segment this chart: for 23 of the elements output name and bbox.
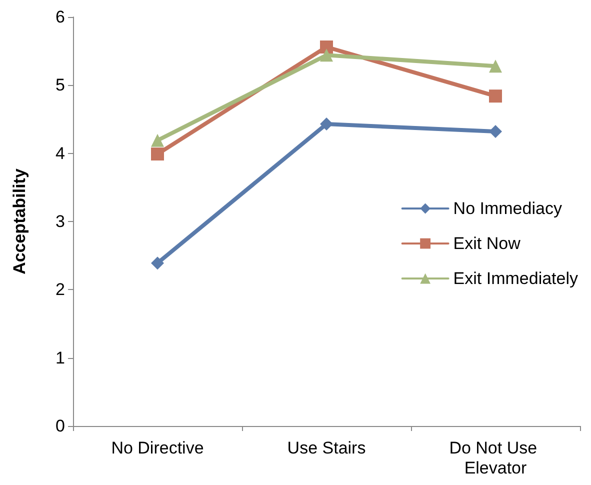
y-axis-title: Acceptability (10, 168, 29, 274)
point (151, 134, 164, 147)
legend-label: Exit Immediately (453, 269, 578, 288)
y-tick-label: 2 (56, 280, 65, 300)
point (489, 90, 502, 103)
x-tick-label: Use Stairs (287, 438, 366, 458)
point (151, 148, 164, 161)
y-tick-label: 5 (56, 76, 65, 95)
point (320, 118, 333, 131)
x-tick-label: No Directive (111, 438, 204, 458)
point (320, 40, 333, 54)
legend-label: No Immediacy (453, 199, 562, 218)
y-tick-label: 0 (56, 416, 65, 436)
point (489, 125, 502, 138)
x-tick-label: Do Not Use Elevator (449, 438, 542, 478)
y-tick-label: 6 (56, 8, 65, 26)
legend-label: Exit Now (453, 234, 522, 253)
point (151, 256, 164, 270)
point (320, 48, 333, 62)
point (489, 60, 502, 73)
y-tick-label: 1 (56, 348, 65, 368)
y-tick-label: 4 (56, 144, 65, 163)
y-tick-label: 3 (56, 212, 65, 231)
